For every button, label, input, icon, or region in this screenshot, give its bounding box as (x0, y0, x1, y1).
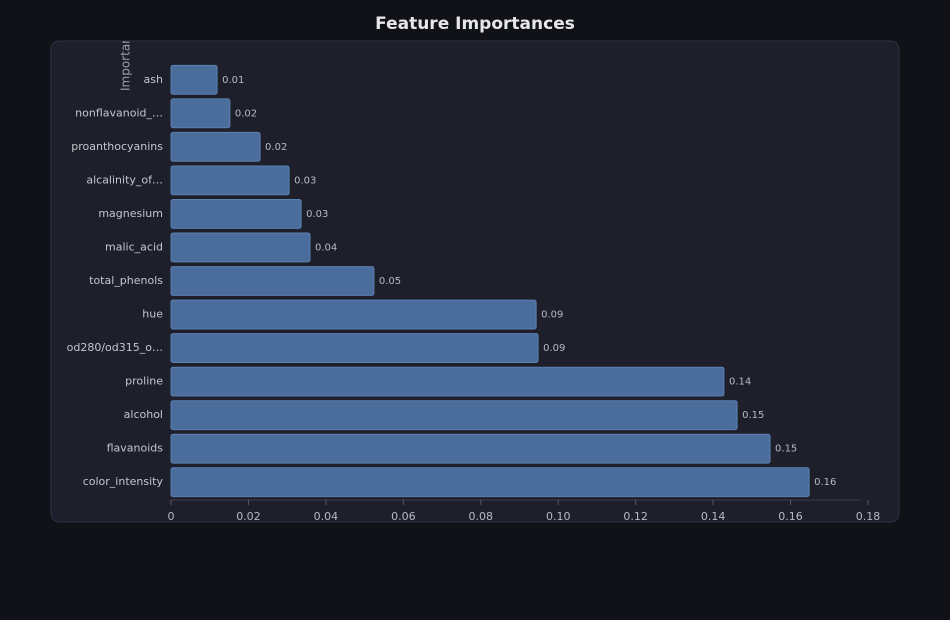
y-tick-label: color_intensity (83, 475, 164, 488)
value-label: 0.03 (306, 209, 328, 220)
y-tick-label: ash (144, 73, 163, 86)
bar (170, 131, 261, 162)
value-label: 0.05 (379, 276, 401, 287)
y-tick-label: nonflavanoid_… (75, 106, 163, 119)
x-tick-label: 0.10 (546, 510, 571, 523)
y-tick-label: hue (142, 308, 163, 321)
x-tick-label: 0.18 (856, 510, 881, 523)
x-tick-label: 0.02 (236, 510, 261, 523)
value-label: 0.02 (265, 142, 287, 153)
bar (170, 64, 218, 95)
x-tick-label: 0.12 (623, 510, 648, 523)
value-label: 0.15 (775, 444, 797, 455)
x-tick-label: 0.14 (701, 510, 726, 523)
value-label: 0.09 (543, 343, 565, 354)
y-tick-label: proline (125, 375, 163, 388)
y-tick-label: proanthocyanins (71, 140, 163, 153)
y-tick-label: flavanoids (107, 442, 164, 455)
bar (170, 299, 537, 330)
x-tick-label: 0.04 (314, 510, 339, 523)
y-tick-label: od280/od315_o… (67, 341, 163, 354)
bar (170, 366, 725, 397)
y-tick-label: malic_acid (105, 240, 163, 253)
bar (170, 266, 375, 296)
bar (170, 333, 539, 363)
value-label: 0.01 (222, 75, 244, 86)
y-axis-title: Importance (119, 22, 133, 91)
y-tick-label: total_phenols (89, 274, 163, 287)
y-title-clip: Importance (119, 22, 133, 91)
value-label: 0.04 (315, 242, 337, 253)
y-tick-label: alcohol (124, 408, 163, 421)
x-tick-label: 0.08 (469, 510, 494, 523)
value-label: 0.14 (729, 377, 751, 388)
bar (170, 199, 302, 229)
x-tick-label: 0.06 (391, 510, 416, 523)
bar (170, 400, 738, 431)
bar (170, 98, 231, 129)
y-tick-label: magnesium (98, 207, 163, 220)
bar (170, 467, 810, 498)
value-label: 0.15 (742, 410, 764, 421)
x-tick-label: 0 (168, 510, 175, 523)
bar (170, 232, 311, 263)
value-label: 0.02 (235, 108, 257, 119)
value-label: 0.16 (814, 477, 836, 488)
y-tick-label: alcalinity_of… (86, 173, 163, 186)
bar (170, 433, 771, 464)
value-label: 0.03 (294, 175, 316, 186)
chart-title: Feature Importances (375, 14, 575, 34)
x-tick-label: 0.16 (778, 510, 803, 523)
bar (170, 165, 290, 196)
value-label: 0.09 (541, 310, 563, 321)
